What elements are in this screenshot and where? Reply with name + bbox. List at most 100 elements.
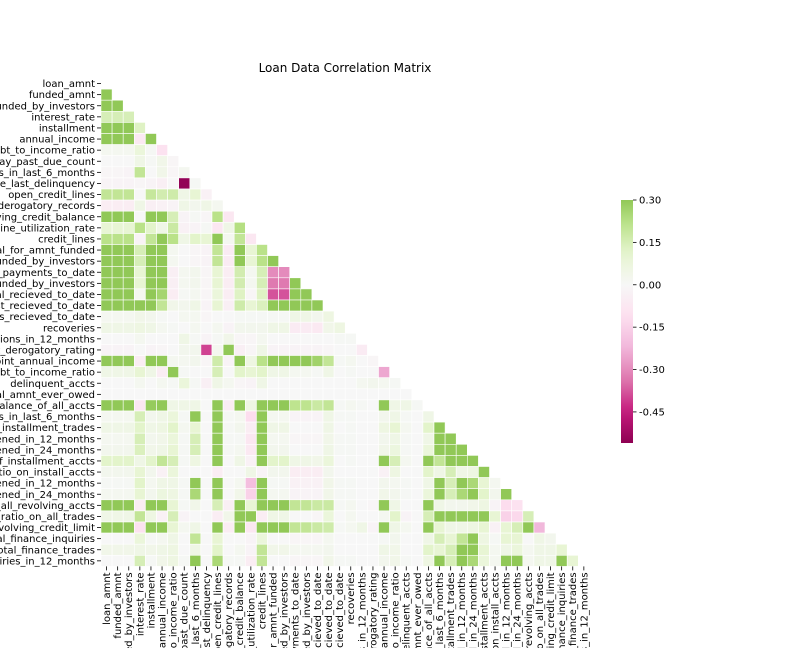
heatmap-cell [422,521,435,534]
y-tick-label: recoveries [43,323,95,334]
y-tick-label: open_credit_lines [8,190,95,201]
heatmap-cell [422,510,435,523]
heatmap-cell [189,510,202,523]
heatmap-cell [122,321,135,334]
heatmap-cell [122,310,135,323]
heatmap-cell [167,199,180,212]
heatmap-cell [533,532,546,545]
heatmap-cell [400,410,413,423]
x-tick-label: credit_lines [257,572,268,629]
heatmap-cell [167,554,180,567]
heatmap-cell [278,543,291,556]
heatmap-cell [245,288,257,301]
heatmap-cell [267,377,279,390]
heatmap-cell [322,554,335,567]
heatmap-cell [344,355,357,367]
heatmap-cell [111,188,124,201]
heatmap-cell [122,443,135,456]
heatmap-cell [145,455,157,467]
y-tick-label: installment_accts_opened_in_12_months [0,434,95,445]
heatmap-cell [256,399,268,412]
heatmap-cell [233,332,246,345]
y-tick-label: total_finance_trades [0,545,95,556]
heatmap-cell [200,543,213,556]
heatmap-cell [222,510,235,523]
heatmap-cell [522,543,535,556]
heatmap-cell [278,455,291,467]
heatmap-cell [300,543,313,556]
y-tick-label: joint_annual_income [0,357,95,368]
heatmap-cell [222,532,235,545]
heatmap-cell [355,499,368,512]
heatmap-cell [167,532,180,545]
heatmap-cell [278,310,291,323]
heatmap-cell [311,510,324,523]
x-tick-label: total_payments_to_date [291,572,302,648]
heatmap-cell [167,155,180,168]
heatmap-cell [178,244,191,256]
heatmap-cell [411,466,424,478]
heatmap-cell [167,510,180,523]
heatmap-cell [400,488,413,501]
heatmap-cell [311,377,324,390]
heatmap-cell [178,299,191,312]
x-tick-label: interest_recieved_to_date [324,572,335,648]
heatmap-cell [222,355,235,367]
heatmap-cell [211,277,224,290]
heatmap-cell [145,388,157,401]
heatmap-cell [145,410,157,423]
heatmap-cell [522,532,535,545]
heatmap-cell [333,432,346,445]
heatmap-cell [344,455,357,467]
heatmap-cell [267,554,279,567]
heatmap-cell [100,332,113,345]
heatmap-cell [167,177,180,190]
heatmap-cell [411,543,424,556]
y-tick-label: debt_to_income_ratio [0,146,95,157]
heatmap-cell [200,266,213,279]
y-tick-label: derogatory_records [0,201,95,212]
heatmap-cell [489,554,501,567]
heatmap-cell [333,443,346,456]
heatmap-cell [156,543,168,556]
heatmap-cell [333,543,346,556]
heatmap-cell [156,355,168,367]
heatmap-cell [167,277,180,290]
heatmap-cell [156,443,168,456]
heatmap-cell [478,521,490,534]
heatmap-cell [122,111,135,123]
heatmap-cell [122,499,135,512]
heatmap-cell [100,432,113,445]
heatmap-cell [233,355,246,367]
heatmap-cell [100,488,113,501]
heatmap-cell [322,466,335,478]
heatmap-cell [122,277,135,290]
heatmap-cell [178,421,191,434]
heatmap-cell [100,499,113,512]
heatmap-cell [145,466,157,478]
heatmap-cell [300,521,313,534]
heatmap-cell [211,199,224,212]
heatmap-cell [100,321,113,334]
heatmap-cell [233,510,246,523]
heatmap-cell [322,532,335,545]
heatmap-cell [156,477,168,490]
heatmap-cell [367,521,379,534]
heatmap-cell [134,466,146,478]
heatmap-cell [145,421,157,434]
heatmap-cell [300,488,313,501]
heatmap-cell [278,266,291,279]
heatmap-cell [178,310,191,323]
heatmap-cell [122,166,135,179]
heatmap-cell [411,510,424,523]
heatmap-cell [300,344,313,356]
heatmap-cell [267,510,279,523]
heatmap-cell [378,521,390,534]
heatmap-cell [256,410,268,423]
heatmap-cell [222,543,235,556]
heatmap-cell [300,510,313,523]
heatmap-cell [178,399,191,412]
heatmap-cell [134,399,146,412]
heatmap-cell [222,233,235,245]
